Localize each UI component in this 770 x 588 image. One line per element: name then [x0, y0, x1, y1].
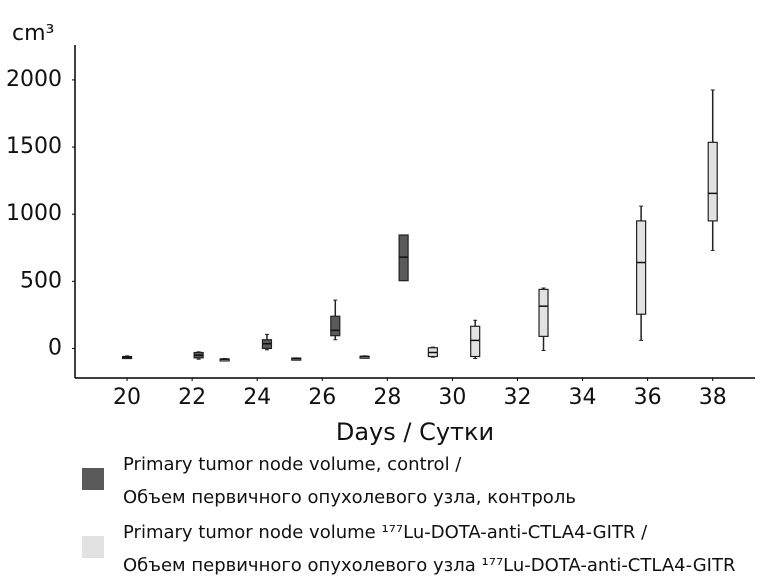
box: [707, 141, 718, 222]
y-tick-label: 0: [48, 335, 62, 360]
box: [330, 315, 341, 337]
legend-label: Primary tumor node volume ¹⁷⁷Lu-DOTA-ant…: [123, 522, 648, 543]
y-axis-label: cm³: [12, 21, 54, 46]
y-tick-label: 1000: [6, 201, 62, 226]
x-tick-label: 32: [503, 385, 531, 410]
x-tick-label: 22: [178, 385, 206, 410]
x-tick-label: 28: [373, 385, 401, 410]
x-tick-label: 24: [243, 385, 271, 410]
y-tick-label: 1500: [6, 134, 62, 159]
x-tick-label: 34: [569, 385, 597, 410]
x-tick-label: 38: [699, 385, 727, 410]
box: [470, 325, 481, 358]
legend-label: Объем первичного опухолевого узла, контр…: [123, 487, 576, 508]
x-tick-label: 20: [113, 385, 141, 410]
box: [538, 288, 549, 337]
legend-swatch: [82, 468, 104, 490]
x-axis-label: Days / Сутки: [336, 418, 494, 446]
legend-label: Объем первичного опухолевого узла ¹⁷⁷Lu-…: [123, 555, 736, 576]
y-tick-label: 500: [20, 268, 62, 293]
x-tick-label: 36: [634, 385, 662, 410]
x-tick-label: 26: [308, 385, 336, 410]
x-tick-label: 30: [438, 385, 466, 410]
legend-label: Primary tumor node volume, control /: [123, 454, 462, 475]
y-tick-label: 2000: [6, 67, 62, 92]
legend-swatch: [82, 536, 104, 558]
box: [636, 220, 647, 315]
